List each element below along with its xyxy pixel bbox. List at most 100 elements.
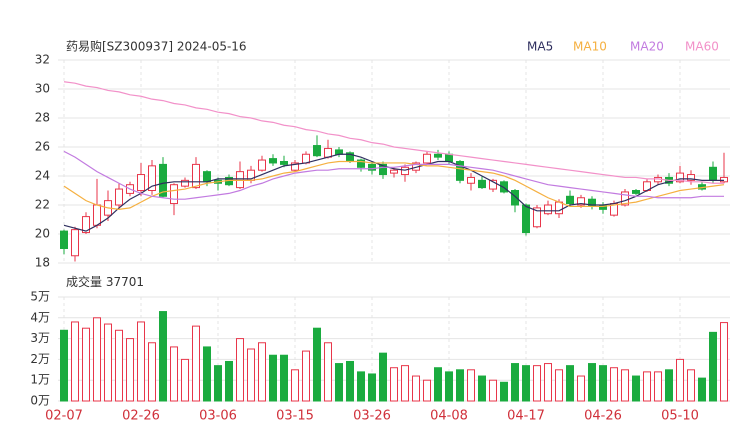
volume-bar bbox=[588, 363, 596, 402]
chart-title: 药易购[SZ300937] 2024-05-16 bbox=[66, 39, 247, 54]
volume-bar bbox=[368, 373, 376, 402]
candle-body bbox=[192, 163, 200, 189]
candle-body bbox=[291, 162, 299, 171]
candle-body bbox=[313, 145, 321, 157]
volume-bar bbox=[302, 350, 310, 402]
candle-body bbox=[280, 161, 288, 165]
volume-bar bbox=[258, 342, 266, 402]
y-tick-label: 30 bbox=[35, 82, 50, 96]
candle-body bbox=[533, 207, 541, 228]
volume-bar bbox=[313, 327, 321, 402]
x-tick-label: 03-26 bbox=[353, 409, 391, 424]
legend-label: MA10 bbox=[573, 40, 607, 54]
candle-body bbox=[148, 165, 156, 192]
y-tick-label: 4万 bbox=[30, 310, 50, 324]
candle-body bbox=[577, 197, 585, 206]
volume-bar bbox=[280, 354, 288, 402]
y-tick-label: 5万 bbox=[30, 290, 50, 304]
candle-body bbox=[93, 204, 101, 226]
volume-bar bbox=[621, 369, 629, 402]
volume-bar bbox=[566, 365, 574, 402]
volume-bar bbox=[225, 360, 233, 402]
volume-bar bbox=[60, 329, 68, 402]
volume-bar bbox=[456, 369, 464, 402]
candle-body bbox=[324, 147, 332, 158]
volume-bar bbox=[577, 375, 585, 402]
volume-bar bbox=[324, 342, 332, 402]
volume-bar bbox=[82, 327, 90, 402]
candle-body bbox=[269, 158, 277, 164]
volume-bar bbox=[445, 371, 453, 402]
candle-body bbox=[401, 166, 409, 176]
volume-title: 成交量 37701 bbox=[66, 274, 144, 289]
candle-body bbox=[115, 188, 123, 206]
volume-bar bbox=[170, 346, 178, 402]
candle-body bbox=[390, 169, 398, 174]
volume-bar bbox=[632, 375, 640, 402]
candle-body bbox=[368, 163, 376, 171]
volume-bar bbox=[247, 348, 255, 402]
volume-bar bbox=[599, 365, 607, 402]
volume-bar bbox=[720, 322, 728, 402]
x-tick-label: 03-06 bbox=[199, 409, 237, 424]
candle-body bbox=[357, 159, 365, 168]
x-tick-label: 05-10 bbox=[661, 409, 699, 424]
candle-body bbox=[720, 176, 728, 183]
y-tick-label: 22 bbox=[35, 198, 50, 212]
volume-bar bbox=[709, 331, 717, 402]
y-tick-label: 3万 bbox=[30, 331, 50, 345]
candle-body bbox=[566, 195, 574, 205]
y-tick-label: 26 bbox=[35, 140, 50, 154]
candle-body bbox=[621, 191, 629, 206]
volume-bar bbox=[181, 358, 189, 402]
candle-body bbox=[302, 153, 310, 164]
legend-label: MA60 bbox=[685, 40, 719, 54]
volume-bar bbox=[192, 325, 200, 402]
volume-bar bbox=[357, 371, 365, 402]
candle-body bbox=[335, 149, 343, 155]
volume-bar bbox=[478, 375, 486, 402]
legend-label: MA5 bbox=[527, 40, 553, 54]
ma-line bbox=[63, 150, 724, 200]
candle-body bbox=[82, 216, 90, 234]
volume-bar bbox=[544, 363, 552, 402]
volume-bar bbox=[379, 352, 387, 402]
volume-bar bbox=[137, 321, 145, 402]
y-tick-label: 24 bbox=[35, 169, 50, 183]
volume-bar bbox=[126, 338, 134, 402]
x-tick-label: 02-26 bbox=[122, 409, 160, 424]
candle-body bbox=[500, 181, 508, 193]
volume-bar bbox=[346, 360, 354, 402]
volume-bar bbox=[610, 367, 618, 402]
candle-body bbox=[137, 174, 145, 192]
candle-body bbox=[445, 153, 453, 162]
y-tick-label: 32 bbox=[35, 53, 50, 67]
y-tick-label: 28 bbox=[35, 111, 50, 125]
x-tick-label: 03-15 bbox=[276, 409, 314, 424]
candle-body bbox=[258, 159, 266, 171]
ma-line bbox=[63, 81, 724, 184]
volume-bar bbox=[698, 377, 706, 402]
candle-body bbox=[379, 163, 387, 176]
volume-bar bbox=[269, 354, 277, 402]
y-tick-label: 0万 bbox=[30, 394, 50, 408]
volume-bar bbox=[533, 365, 541, 402]
volume-bar bbox=[401, 365, 409, 402]
candle-body bbox=[478, 179, 486, 189]
candle-body bbox=[467, 176, 475, 184]
volume-bar bbox=[390, 367, 398, 402]
candle-body bbox=[489, 179, 497, 190]
volume-bar bbox=[423, 379, 431, 402]
volume-bar bbox=[203, 346, 211, 402]
y-tick-label: 20 bbox=[35, 227, 50, 241]
candle-body bbox=[709, 166, 717, 181]
volume-last: 37701 bbox=[106, 275, 144, 289]
candle-body bbox=[203, 171, 211, 183]
x-tick-label: 02-07 bbox=[45, 409, 83, 424]
y-tick-label: 2万 bbox=[30, 352, 50, 366]
volume-bar bbox=[335, 363, 343, 402]
volume-bar bbox=[489, 379, 497, 402]
candle-body bbox=[676, 172, 684, 183]
volume-bar bbox=[467, 369, 475, 402]
candle-body bbox=[181, 179, 189, 187]
